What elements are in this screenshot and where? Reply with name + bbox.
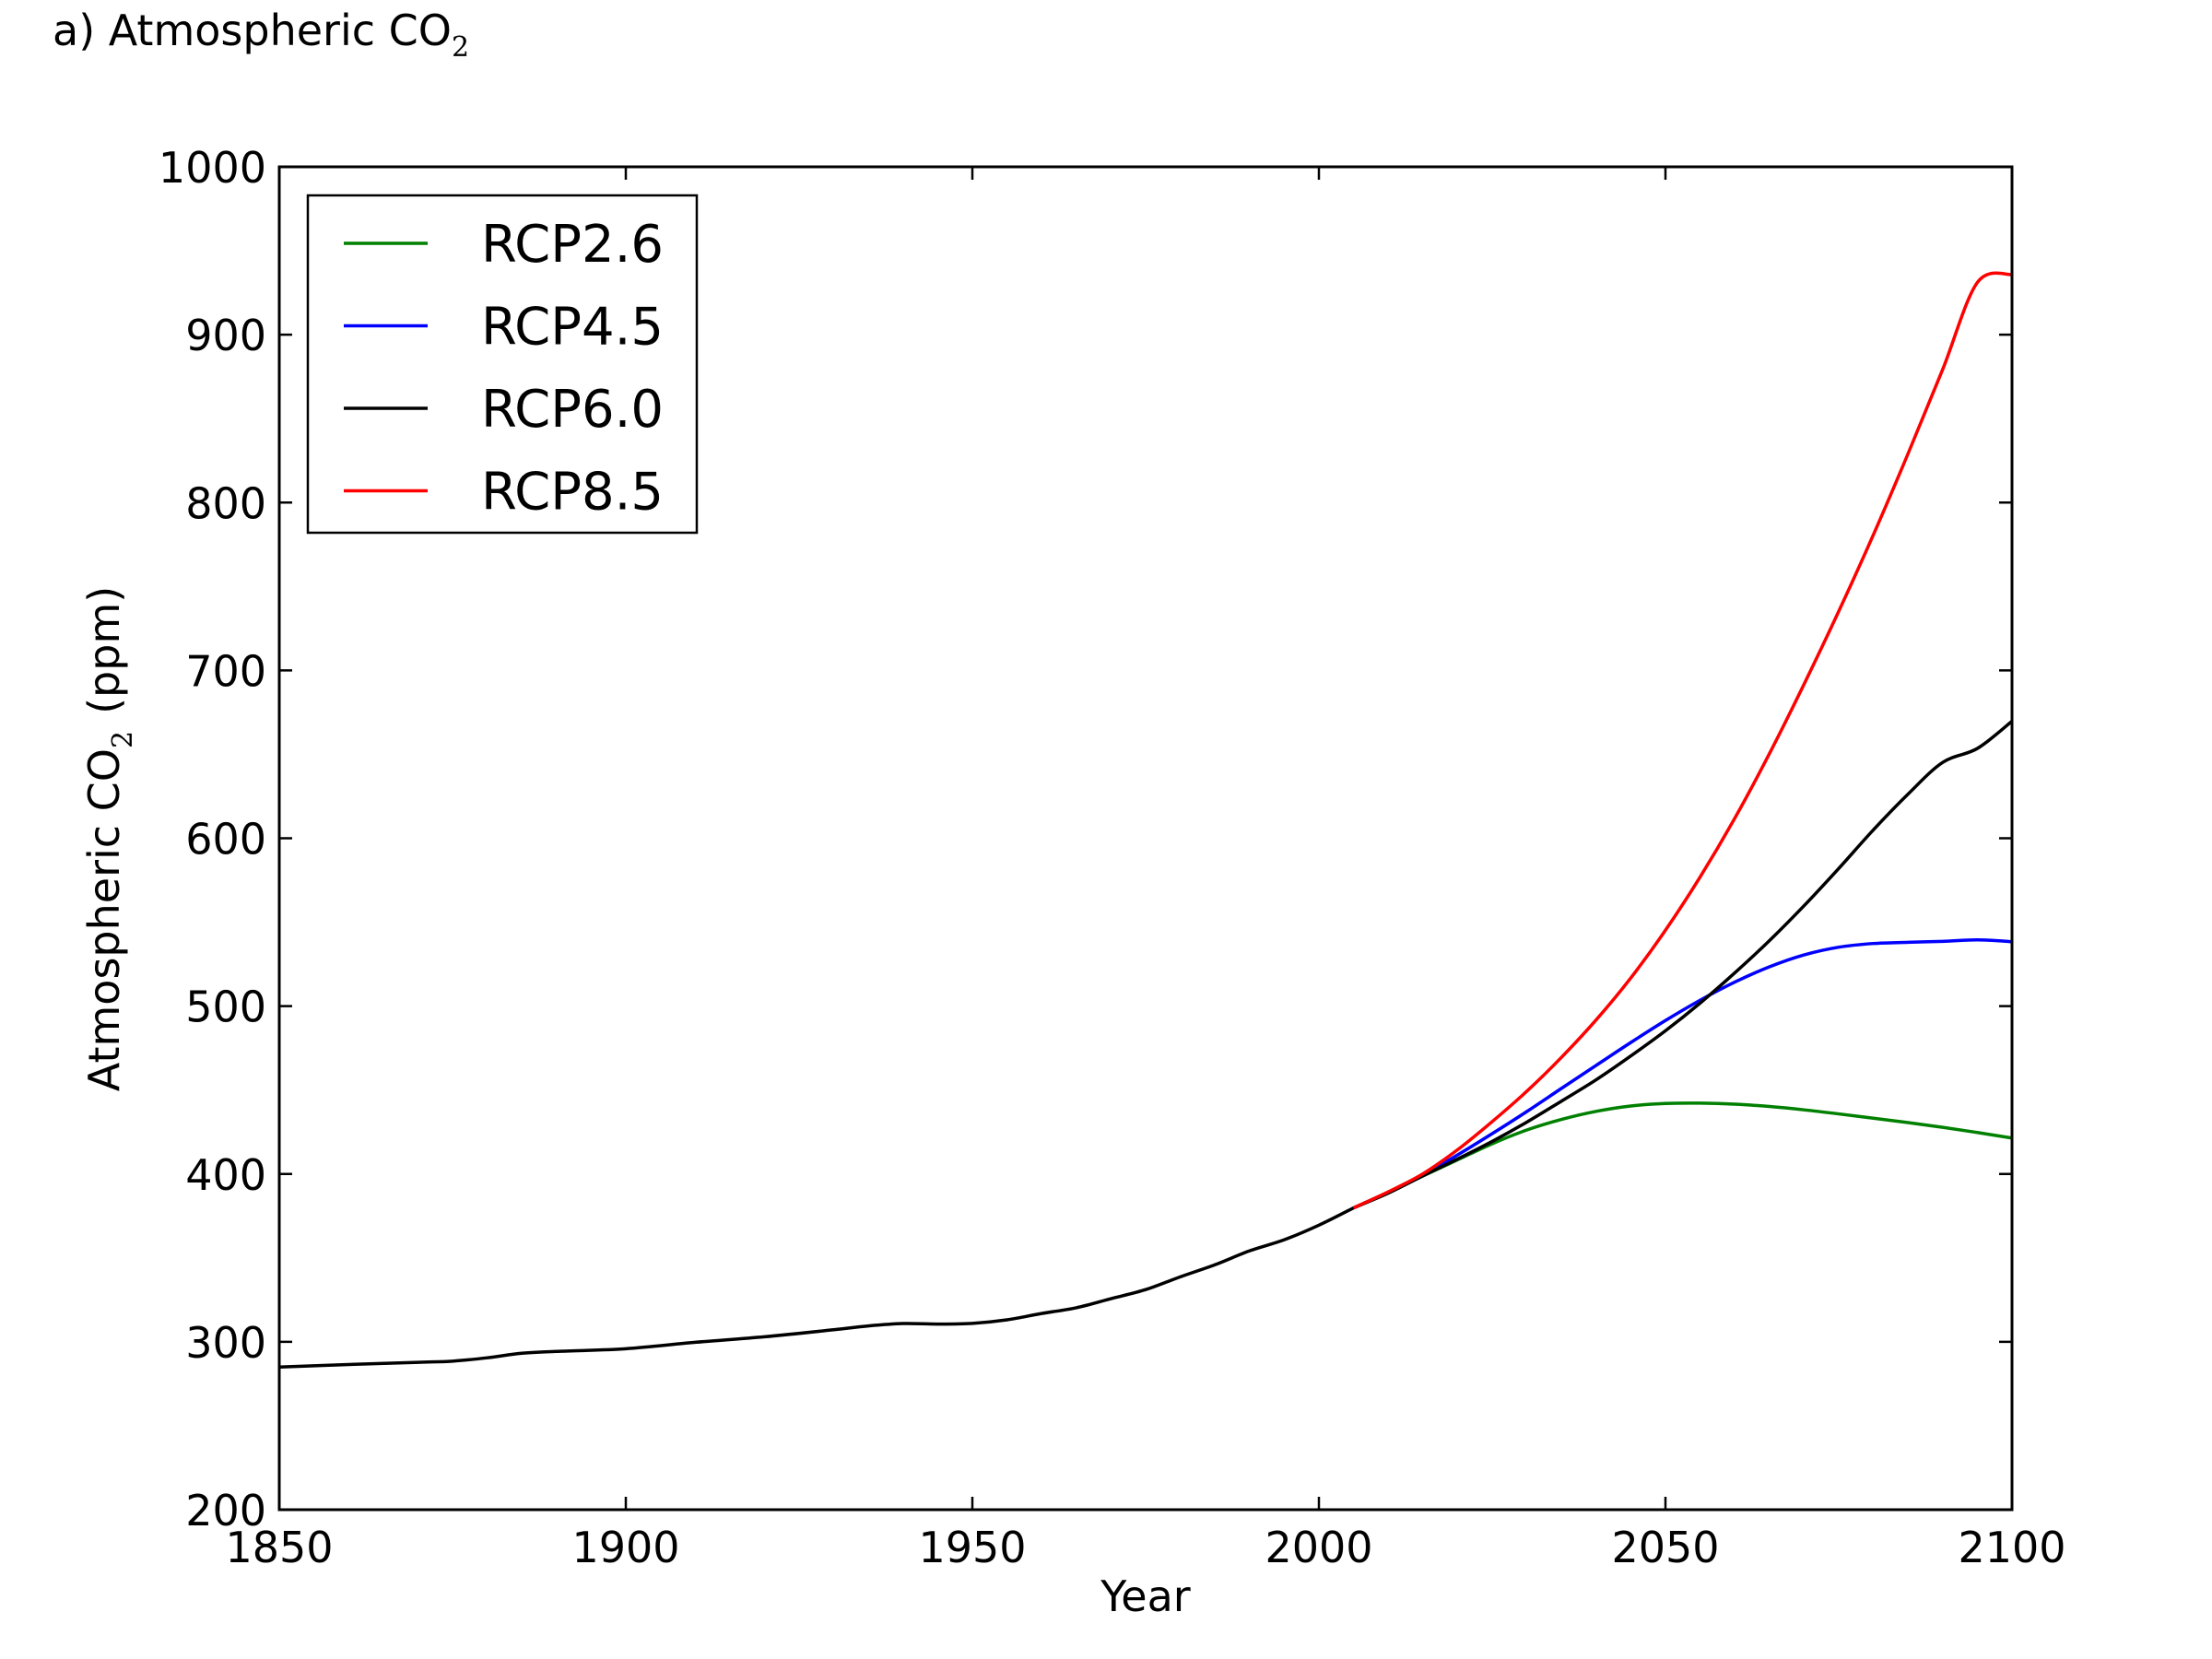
legend-item-rcp8-5: RCP8.5	[344, 463, 664, 523]
x-tick-label-1950: 1950	[918, 1523, 1026, 1572]
y-tick-label-1000: 1000	[159, 143, 266, 193]
x-tick-label-2050: 2050	[1611, 1523, 1719, 1572]
historical-line	[278, 1206, 1355, 1369]
legend-label-rcp8-5: RCP8.5	[481, 463, 664, 523]
series-layer	[278, 271, 2014, 1369]
ticks-layer	[277, 165, 2014, 1512]
y-axis-label-subscript: 2	[107, 731, 139, 748]
y-tick-label-800: 800	[185, 478, 266, 528]
legend-label-rcp6-0: RCP6.0	[481, 380, 664, 440]
y-tick-label-700: 700	[185, 646, 266, 696]
series-line-rcp6-0	[1352, 720, 2014, 1210]
x-tick-label-1900: 1900	[571, 1523, 679, 1572]
figure-title-main: a) Atmospheric CO	[53, 6, 452, 55]
legend-label-rcp2-6: RCP2.6	[481, 215, 664, 275]
x-tick-label-1850: 1850	[225, 1523, 333, 1572]
legend-label-rcp4-5: RCP4.5	[481, 298, 664, 358]
figure-title-subscript: 2	[451, 31, 470, 64]
x-tick-label-2100: 2100	[1958, 1523, 2065, 1572]
tick-labels-layer: 1850 1900 1950 2000 2050 2100 200 300 400 500 600 7…	[159, 143, 2066, 1572]
y-tick-label-600: 600	[185, 815, 266, 865]
y-axis-label-unit: (ppm)	[79, 586, 129, 714]
y-tick-label-300: 300	[185, 1318, 266, 1368]
legend: RCP2.6 RCP4.5 RCP6.0 RCP8.5	[306, 194, 699, 535]
x-tick-label-2000: 2000	[1265, 1523, 1372, 1572]
y-tick-label-900: 900	[185, 311, 266, 360]
series-line-rcp8-5	[1352, 271, 2013, 1210]
y-tick-label-200: 200	[185, 1486, 266, 1535]
legend-items: RCP2.6 RCP4.5 RCP6.0 RCP8.5	[344, 215, 664, 523]
legend-box	[306, 194, 699, 535]
y-axis-label: Atmospheric CO2 (ppm)	[79, 586, 139, 1091]
legend-item-rcp2-6: RCP2.6	[344, 215, 664, 275]
x-axis-label: Year	[1100, 1571, 1190, 1621]
legend-item-rcp4-5: RCP4.5	[344, 298, 664, 358]
figure-title: a) Atmospheric CO2	[53, 4, 469, 64]
legend-item-rcp6-0: RCP6.0	[344, 380, 664, 440]
series-line-rcp4-5	[1352, 937, 2013, 1210]
y-tick-label-400: 400	[185, 1150, 266, 1200]
y-axis-label-main: Atmospheric CO	[79, 748, 129, 1091]
y-tick-label-500: 500	[185, 982, 266, 1032]
